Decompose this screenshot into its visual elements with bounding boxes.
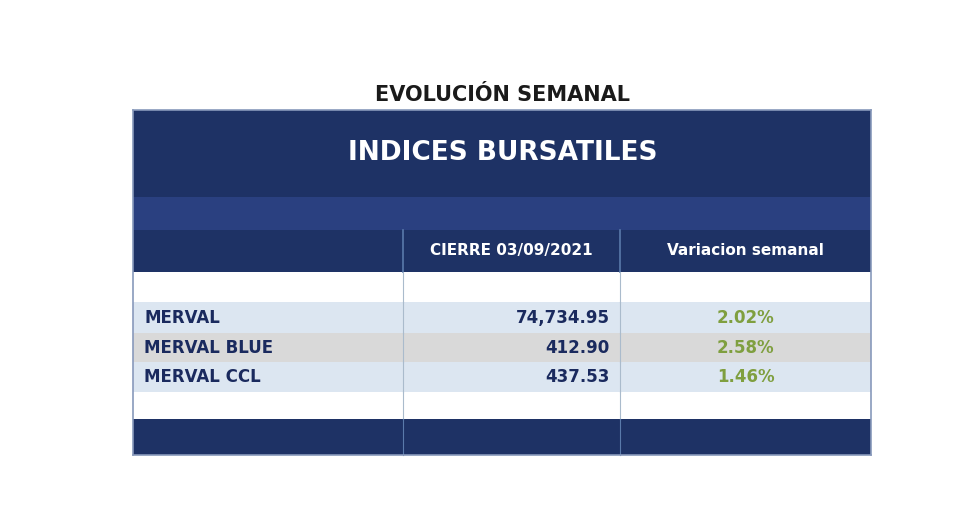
Bar [133, 333, 871, 363]
Bar [133, 197, 871, 230]
Bar [133, 110, 871, 197]
Text: Variacion semanal: Variacion semanal [667, 243, 824, 258]
Bar [133, 271, 871, 303]
Bar [133, 230, 871, 271]
Text: 2.58%: 2.58% [717, 339, 774, 357]
Text: 1.46%: 1.46% [717, 368, 774, 386]
Text: MERVAL CCL: MERVAL CCL [144, 368, 261, 386]
Text: 74,734.95: 74,734.95 [515, 309, 610, 327]
Bar [133, 303, 871, 333]
Text: INDICES BURSATILES: INDICES BURSATILES [348, 140, 657, 166]
Text: MERVAL BLUE: MERVAL BLUE [144, 339, 273, 357]
Bar [133, 363, 871, 392]
Bar [133, 392, 871, 419]
Text: CIERRE 03/09/2021: CIERRE 03/09/2021 [430, 243, 593, 258]
Text: EVOLUCIÓN SEMANAL: EVOLUCIÓN SEMANAL [374, 85, 630, 105]
Bar [133, 419, 871, 455]
Text: 437.53: 437.53 [545, 368, 610, 386]
Text: MERVAL: MERVAL [144, 309, 220, 327]
Text: 412.90: 412.90 [545, 339, 610, 357]
Text: 2.02%: 2.02% [716, 309, 774, 327]
